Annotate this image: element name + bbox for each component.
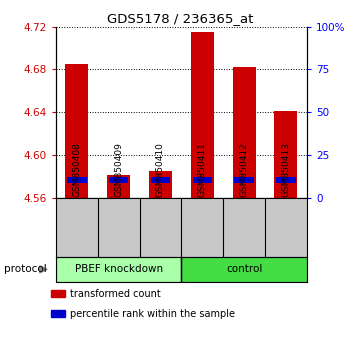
- Bar: [65, 64, 88, 198]
- Bar: [109, 177, 129, 183]
- Bar: [51, 290, 65, 297]
- Bar: [232, 67, 256, 198]
- Bar: [234, 177, 254, 183]
- Text: transformed count: transformed count: [70, 289, 161, 299]
- Bar: [56, 257, 181, 282]
- Bar: [67, 177, 87, 183]
- Text: control: control: [226, 264, 262, 274]
- Bar: [192, 177, 212, 183]
- Text: GDS5178 / 236365_at: GDS5178 / 236365_at: [107, 12, 254, 25]
- Text: percentile rank within the sample: percentile rank within the sample: [70, 309, 235, 319]
- Bar: [276, 177, 296, 183]
- Bar: [274, 111, 297, 198]
- Bar: [149, 171, 172, 198]
- Bar: [191, 32, 214, 198]
- Bar: [151, 177, 170, 183]
- Bar: [107, 175, 130, 198]
- Bar: [181, 257, 307, 282]
- Bar: [51, 310, 65, 318]
- Text: PBEF knockdown: PBEF knockdown: [75, 264, 163, 274]
- Text: protocol: protocol: [4, 264, 46, 274]
